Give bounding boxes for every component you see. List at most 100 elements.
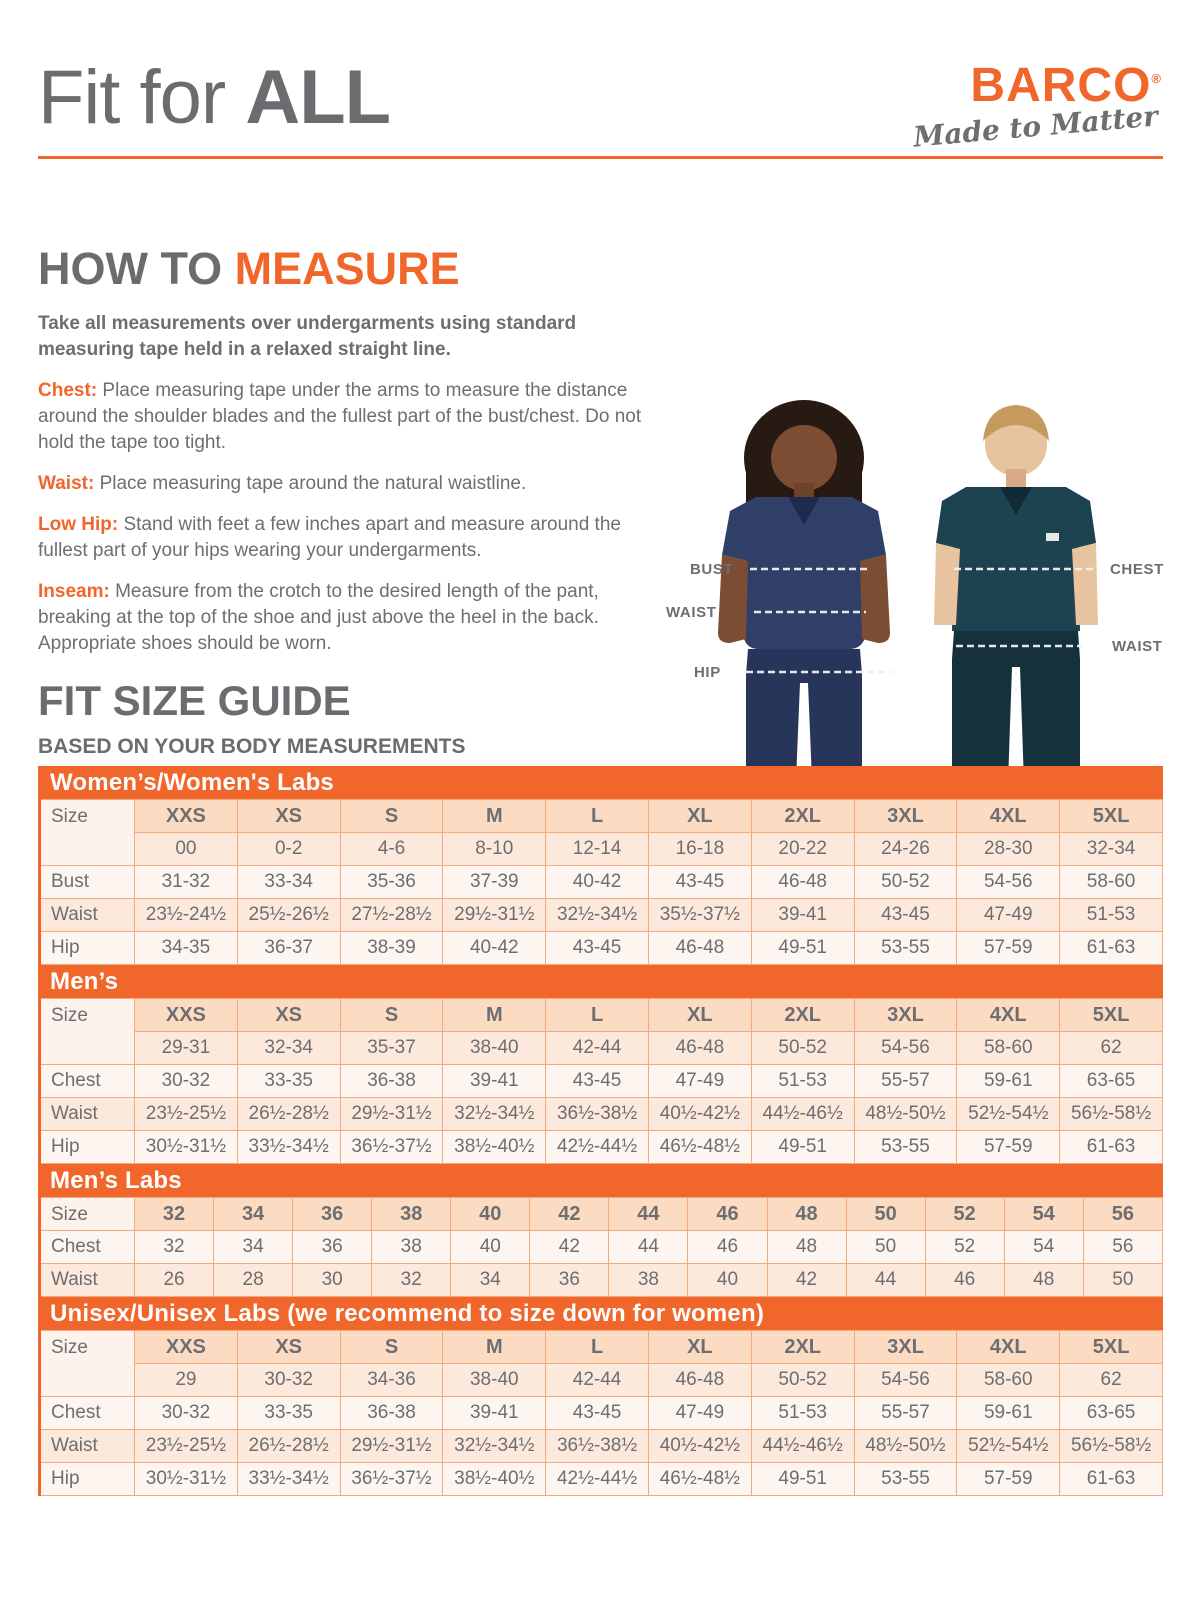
table-title-mens: Men’s: [38, 965, 1163, 998]
measurement-value-cell: 28: [213, 1263, 294, 1297]
measurement-value-cell: 30½-31½: [134, 1130, 238, 1164]
measurement-value-cell: 29½-31½: [339, 1097, 444, 1131]
size-header-cell: 46: [687, 1197, 768, 1231]
measurement-value-cell: 40½-42½: [647, 1097, 752, 1131]
numeric-size-cell: 54-56: [853, 1363, 958, 1397]
size-header-cell: 38: [371, 1197, 452, 1231]
measurement-value-cell: 59-61: [956, 1396, 1061, 1430]
measurement-value-cell: 61-63: [1059, 1462, 1163, 1496]
measurement-value-cell: 38½-40½: [442, 1462, 547, 1496]
measurement-value-cell: 57-59: [956, 1130, 1061, 1164]
measurement-value-cell: 42: [766, 1263, 847, 1297]
measurement-value-cell: 40: [450, 1230, 531, 1264]
size-table: Size XXS XS S M L XL 2XL 3XL 4XL 5XL 00 0-2 4-6 8-10 12…: [38, 799, 1163, 965]
measurement-value-cell: 23½-25½: [134, 1429, 238, 1463]
measurement-value-cell: 59-61: [956, 1064, 1061, 1098]
how-to-measure-heading: HOW TO MEASURE: [38, 246, 646, 291]
measurement-value-cell: 46½-48½: [647, 1130, 752, 1164]
size-header-cell: XS: [236, 1330, 341, 1364]
measurement-value-cell: 55-57: [853, 1396, 958, 1430]
measurement-value-cell: 23½-25½: [134, 1097, 238, 1131]
numeric-size-cell: 32-34: [236, 1031, 341, 1065]
corner-size-label: Size: [39, 998, 135, 1065]
measurement-value-cell: 50-52: [853, 865, 958, 899]
woman-waist-label: WAIST: [666, 604, 717, 621]
measurement-value-cell: 38: [371, 1230, 452, 1264]
measure-item-label: Inseam:: [38, 581, 110, 602]
measure-items: Chest: Place measuring tape under the ar…: [38, 378, 646, 657]
measurement-value-cell: 36½-38½: [545, 1097, 649, 1131]
size-header-cell: S: [339, 998, 444, 1032]
measurement-value-cell: 36-38: [339, 1396, 444, 1430]
table-mens-labs: Men’s Labs Size 32 34 36 38 40 42 44 46 48 50 52 54 5…: [38, 1164, 1164, 1297]
chest-label: CHEST: [1110, 561, 1164, 578]
numeric-size-cell: 42-44: [545, 1031, 649, 1065]
measurement-value-cell: 58-60: [1059, 865, 1163, 899]
numeric-size-cell: 32-34: [1059, 832, 1163, 866]
measurement-value-cell: 34-35: [134, 931, 238, 965]
measurement-value-cell: 36-38: [339, 1064, 444, 1098]
measurement-value-cell: 40½-42½: [647, 1429, 752, 1463]
measurement-value-cell: 51-53: [750, 1064, 855, 1098]
measurement-value-cell: 36-37: [236, 931, 341, 965]
measurement-value-cell: 36: [292, 1230, 373, 1264]
measurement-value-cell: 44: [608, 1230, 689, 1264]
size-header-cell: S: [339, 1330, 444, 1364]
measurement-value-cell: 47-49: [647, 1396, 752, 1430]
size-header-cell: 3XL: [853, 799, 958, 833]
table-title-mens-labs: Men’s Labs: [38, 1164, 1163, 1197]
measurement-value-cell: 53-55: [853, 1462, 958, 1496]
measurement-row-label: Waist: [39, 1097, 135, 1131]
measurement-value-cell: 26½-28½: [236, 1429, 341, 1463]
measurement-value-cell: 39-41: [442, 1396, 547, 1430]
numeric-size-cell: 42-44: [545, 1363, 649, 1397]
size-header-cell: 34: [213, 1197, 294, 1231]
numeric-size-cell: 46-48: [647, 1363, 752, 1397]
corner-size-label: Size: [39, 1330, 135, 1397]
numeric-size-cell: 35-37: [339, 1031, 444, 1065]
heading-gray-part: HOW TO: [38, 243, 235, 294]
measurement-value-cell: 36½-38½: [545, 1429, 649, 1463]
table-title-womens: Women’s/Women's Labs: [38, 766, 1163, 799]
table-mens: Men’s Size XXS XS S M L XL 2XL 3XL 4XL 5XL 29-31 32-…: [38, 965, 1163, 1164]
measurement-value-cell: 61-63: [1059, 1130, 1163, 1164]
measurement-value-cell: 52½-54½: [956, 1429, 1061, 1463]
hip-label: HIP: [694, 664, 721, 681]
numeric-size-cell: 24-26: [853, 832, 958, 866]
measurement-row-label: Waist: [39, 1263, 135, 1297]
measure-intro: Take all measurements over undergarments…: [38, 313, 577, 360]
how-to-measure-section: HOW TO MEASURE Take all measurements ove…: [38, 246, 646, 657]
measurement-row-label: Hip: [39, 1462, 135, 1496]
measurement-value-cell: 33½-34½: [236, 1130, 341, 1164]
page-header: Fit for ALL BARCO® Made to Matter: [38, 50, 1162, 154]
size-header-cell: XL: [647, 799, 752, 833]
numeric-size-cell: 62: [1059, 1031, 1163, 1065]
size-header-cell: 2XL: [750, 998, 855, 1032]
size-header-cell: 50: [845, 1197, 926, 1231]
size-header-cell: 2XL: [750, 799, 855, 833]
size-header-cell: 36: [292, 1197, 373, 1231]
size-header-cell: M: [442, 1330, 547, 1364]
measurement-row-label: Chest: [39, 1230, 135, 1264]
fit-models-photo: BUST WAIST HIP CHEST WAIST: [666, 400, 1164, 783]
measurement-value-cell: 33-34: [236, 865, 341, 899]
size-header-cell: XS: [236, 998, 341, 1032]
measurement-value-cell: 29½-31½: [442, 898, 547, 932]
numeric-size-cell: 50-52: [750, 1363, 855, 1397]
measurement-value-cell: 61-63: [1059, 931, 1163, 965]
measurement-value-cell: 30: [292, 1263, 373, 1297]
measurement-value-cell: 48: [766, 1230, 847, 1264]
measurement-value-cell: 46-48: [647, 931, 752, 965]
table-womens: Women’s/Women's Labs Size XXS XS S M L XL 2XL 3X…: [38, 766, 1163, 965]
measurement-value-cell: 25½-26½: [236, 898, 341, 932]
fit-size-guide-subheading: BASED ON YOUR BODY MEASUREMENTS: [38, 735, 466, 758]
measurement-value-cell: 36: [529, 1263, 610, 1297]
page-title: Fit for ALL: [38, 50, 391, 145]
numeric-size-cell: 38-40: [442, 1031, 547, 1065]
numeric-size-cell: 62: [1059, 1363, 1163, 1397]
measurement-value-cell: 54-56: [956, 865, 1061, 899]
measurement-value-cell: 33-35: [236, 1396, 341, 1430]
measurement-value-cell: 30-32: [134, 1064, 238, 1098]
measurement-value-cell: 51-53: [750, 1396, 855, 1430]
numeric-size-cell: 46-48: [647, 1031, 752, 1065]
